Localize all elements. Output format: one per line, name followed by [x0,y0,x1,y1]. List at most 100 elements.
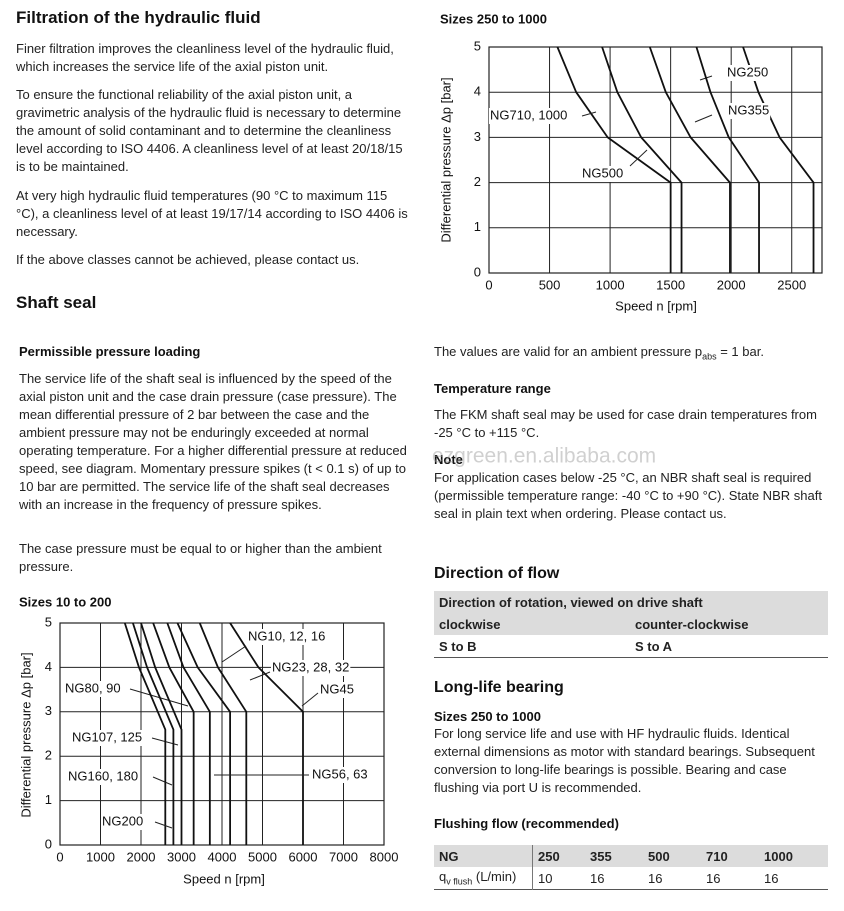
curve [556,46,683,273]
label-background [319,682,355,698]
flushing-table: NG 250 355 500 710 1000 qv flush (L/min) 10 16 1… [434,845,828,890]
leader-line [581,111,597,117]
label-background [71,730,144,746]
paragraph: For application cases below -25 °C, an N… [434,470,822,521]
table-header: NG [434,845,533,867]
y-tick-label: 2 [45,748,52,763]
x-tick-label: 2500 [777,277,806,292]
x-tick-label: 8000 [370,849,399,864]
series-label: NG107, 125 [72,729,142,744]
subheading: Permissible pressure loading [19,344,201,359]
text: = 1 bar. [716,344,764,359]
table-cell: 16 [648,870,663,886]
curve [123,622,167,845]
label-background [247,629,327,645]
subscript: abs [702,351,717,362]
curve [152,622,195,845]
label-background [67,769,140,785]
curve [229,622,304,845]
y-tick-label: 1 [474,219,481,234]
leader-line [694,114,713,123]
leader-line [629,149,648,167]
series-label: NG160, 180 [68,768,138,783]
series-label: NG710, 1000 [490,107,567,122]
x-tick-label: 6000 [289,849,318,864]
heading: Direction of flow [434,565,560,582]
x-tick-label: 0 [485,277,492,292]
series-label: NG355 [728,102,769,117]
y-tick-label: 3 [45,703,52,718]
x-tick-label: 1500 [656,277,685,292]
table-cell: S to B [439,638,477,654]
x-tick-label: 2000 [717,277,746,292]
label-background [311,767,369,783]
paragraph: At very high hydraulic fluid temperature… [16,188,408,239]
label-background [581,166,625,182]
label-background [726,65,770,81]
paragraph: The values are valid for an ambient pres… [434,343,764,366]
curve [166,622,211,845]
paragraph: If the above classes cannot be achieved,… [16,252,360,267]
x-tick-label: 3000 [167,849,196,864]
heading: Filtration of the hydraulic fluid [16,8,261,27]
curve [140,622,183,845]
x-tick-label: 7000 [329,849,358,864]
y-tick-label: 1 [45,792,52,807]
subscript: v flush [446,876,473,887]
table-cell: 10 [538,870,553,886]
leader-line [154,821,173,829]
y-tick-label: 4 [474,84,481,99]
table-header: 500 [643,845,701,867]
paragraph: For long service life and use with HF hy… [434,726,815,795]
series-label: NG80, 90 [65,680,121,695]
label-background [64,681,122,697]
series-label: NG10, 12, 16 [248,628,325,643]
watermark: ezgreen.en.alibaba.com [432,445,656,468]
curve [176,622,231,845]
table-header: Direction of rotation, viewed on drive s… [434,591,828,613]
text: The values are valid for an ambient pres… [434,344,703,359]
x-tick-label: 0 [56,849,63,864]
paragraph: To ensure the functional reliability of … [16,87,403,174]
subheading: Flushing flow (recommended) [434,816,619,831]
series-label: NG45 [320,681,354,696]
y-tick-label: 5 [474,38,481,53]
chart-title: Sizes 10 to 200 [19,594,112,609]
x-tick-label: 1000 [86,849,115,864]
label-background [489,108,569,124]
chart-title: Sizes 250 to 1000 [440,11,547,26]
y-axis-label: Differential pressure Δp [bar] [18,652,33,817]
curve [695,46,760,273]
leader-line [221,645,247,663]
heading: Long-life bearing [434,679,564,696]
y-axis-label: Differential pressure Δp [bar] [438,77,453,242]
text: (L/min) [472,869,517,885]
y-tick-label: 0 [474,264,481,279]
table-header: 1000 [759,845,828,867]
heading: Shaft seal [16,293,97,312]
y-tick-label: 3 [474,129,481,144]
table-cell: qv flush (L/min) [434,867,533,890]
series-label: NG56, 63 [312,766,368,781]
leader-line [152,776,173,786]
y-tick-label: 2 [474,174,481,189]
plot-frame [488,46,823,274]
label-background [727,103,771,119]
x-tick-label: 1000 [596,277,625,292]
subheading: Sizes 250 to 1000 [434,709,541,724]
label-background [271,660,351,676]
curve [132,622,175,845]
plot-frame [59,622,385,846]
series-label: NG200 [102,813,143,828]
paragraph: The case pressure must be equal to or hi… [19,541,382,574]
x-tick-label: 5000 [248,849,277,864]
table-header: 250 [532,845,585,867]
subheading: Note [434,452,463,467]
table-cell: S to A [635,638,673,654]
leader-line [301,692,319,707]
y-tick-label: 0 [45,836,52,851]
table-cell: 16 [706,870,721,886]
subheading: Temperature range [434,381,551,396]
